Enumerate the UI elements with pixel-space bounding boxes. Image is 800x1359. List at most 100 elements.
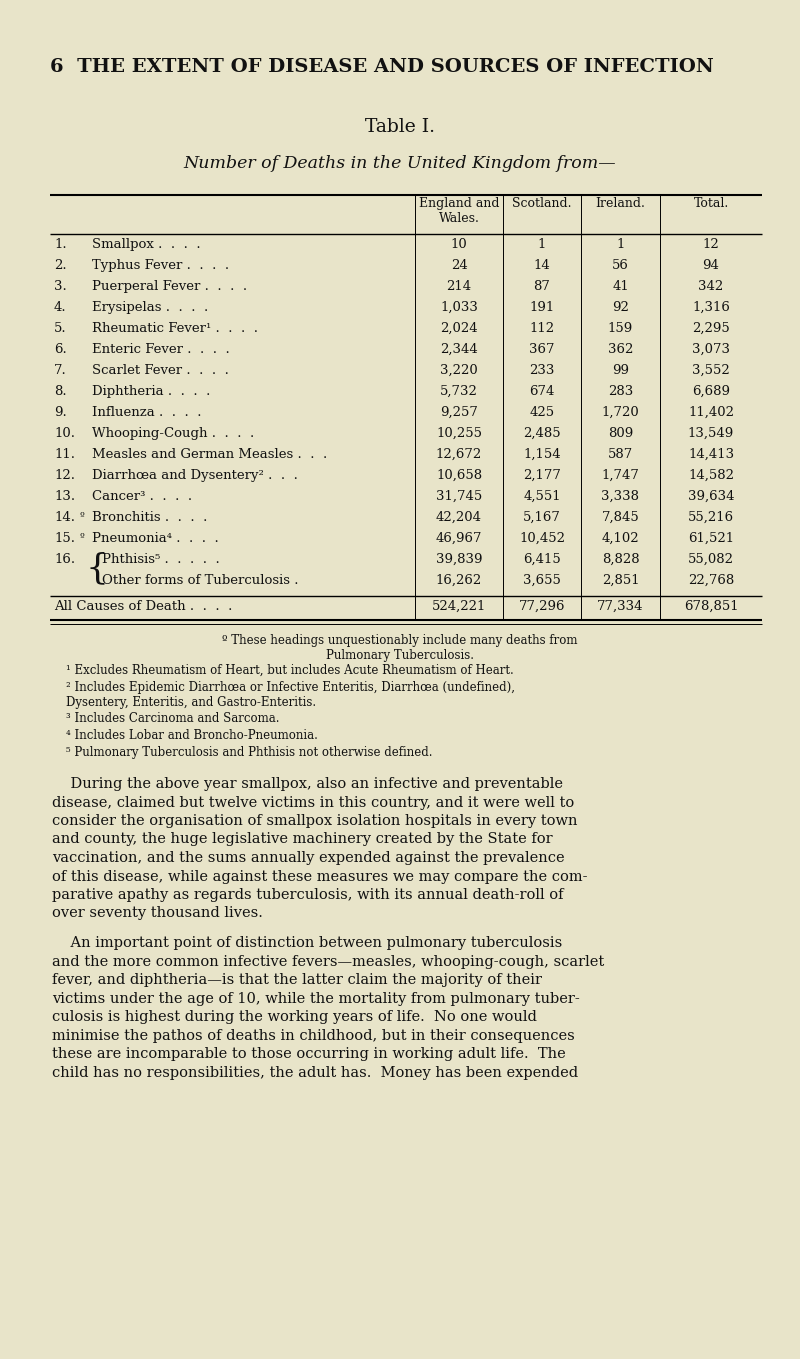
Text: 425: 425 xyxy=(530,406,554,419)
Text: 11.: 11. xyxy=(54,448,75,461)
Text: 3,338: 3,338 xyxy=(602,491,639,503)
Text: 1.: 1. xyxy=(54,238,66,251)
Text: 5,167: 5,167 xyxy=(523,511,561,525)
Text: Scarlet Fever .  .  .  .: Scarlet Fever . . . . xyxy=(92,364,229,376)
Text: º: º xyxy=(80,531,85,541)
Text: 2,024: 2,024 xyxy=(440,322,478,336)
Text: Bronchitis .  .  .  .: Bronchitis . . . . xyxy=(92,511,207,525)
Text: 112: 112 xyxy=(530,322,554,336)
Text: Ireland.: Ireland. xyxy=(595,197,646,211)
Text: 31,745: 31,745 xyxy=(436,491,482,503)
Text: 9.: 9. xyxy=(54,406,66,419)
Text: 3,655: 3,655 xyxy=(523,573,561,587)
Text: 1: 1 xyxy=(616,238,625,251)
Text: 524,221: 524,221 xyxy=(432,601,486,613)
Text: Measles and German Measles .  .  .: Measles and German Measles . . . xyxy=(92,448,327,461)
Text: Cancer³ .  .  .  .: Cancer³ . . . . xyxy=(92,491,192,503)
Text: 12.: 12. xyxy=(54,469,75,482)
Text: 3,552: 3,552 xyxy=(692,364,730,376)
Text: 7.: 7. xyxy=(54,364,66,376)
Text: victims under the age of 10, while the mortality from pulmonary tuber-: victims under the age of 10, while the m… xyxy=(52,992,580,1006)
Text: 2,295: 2,295 xyxy=(692,322,730,336)
Text: ⁵ Pulmonary Tuberculosis and Phthisis not otherwise defined.: ⁵ Pulmonary Tuberculosis and Phthisis no… xyxy=(66,746,433,758)
Text: 39,634: 39,634 xyxy=(688,491,734,503)
Text: Influenza .  .  .  .: Influenza . . . . xyxy=(92,406,202,419)
Text: 22,768: 22,768 xyxy=(688,573,734,587)
Text: 10.: 10. xyxy=(54,427,75,440)
Text: 2,851: 2,851 xyxy=(602,573,639,587)
Text: these are incomparable to those occurring in working adult life.  The: these are incomparable to those occurrin… xyxy=(52,1046,566,1061)
Text: 362: 362 xyxy=(608,342,633,356)
Text: 678,851: 678,851 xyxy=(684,601,738,613)
Text: 14,413: 14,413 xyxy=(688,448,734,461)
Text: 3,073: 3,073 xyxy=(692,342,730,356)
Text: 809: 809 xyxy=(608,427,633,440)
Text: {: { xyxy=(86,550,109,584)
Text: 6,415: 6,415 xyxy=(523,553,561,565)
Text: 4.: 4. xyxy=(54,300,66,314)
Text: 2,177: 2,177 xyxy=(523,469,561,482)
Text: 46,967: 46,967 xyxy=(436,531,482,545)
Text: Typhus Fever .  .  .  .: Typhus Fever . . . . xyxy=(92,260,229,272)
Text: 5.: 5. xyxy=(54,322,66,336)
Text: 6,689: 6,689 xyxy=(692,385,730,398)
Text: 6  THE EXTENT OF DISEASE AND SOURCES OF INFECTION: 6 THE EXTENT OF DISEASE AND SOURCES OF I… xyxy=(50,58,714,76)
Text: 12: 12 xyxy=(702,238,719,251)
Text: 283: 283 xyxy=(608,385,633,398)
Text: Diphtheria .  .  .  .: Diphtheria . . . . xyxy=(92,385,210,398)
Text: parative apathy as regards tuberculosis, with its annual death-roll of: parative apathy as regards tuberculosis,… xyxy=(52,887,563,902)
Text: 1,720: 1,720 xyxy=(602,406,639,419)
Text: All Causes of Death .  .  .  .: All Causes of Death . . . . xyxy=(54,601,232,613)
Text: 10,452: 10,452 xyxy=(519,531,565,545)
Text: Number of Deaths in the United Kingdom from—: Number of Deaths in the United Kingdom f… xyxy=(184,155,616,173)
Text: 55,082: 55,082 xyxy=(688,553,734,565)
Text: 2,485: 2,485 xyxy=(523,427,561,440)
Text: 367: 367 xyxy=(530,342,554,356)
Text: 41: 41 xyxy=(612,280,629,294)
Text: vaccination, and the sums annually expended against the prevalence: vaccination, and the sums annually expen… xyxy=(52,851,565,864)
Text: 13,549: 13,549 xyxy=(688,427,734,440)
Text: 10,658: 10,658 xyxy=(436,469,482,482)
Text: 159: 159 xyxy=(608,322,633,336)
Text: 214: 214 xyxy=(446,280,471,294)
Text: 87: 87 xyxy=(534,280,550,294)
Text: 191: 191 xyxy=(530,300,554,314)
Text: Smallpox .  .  .  .: Smallpox . . . . xyxy=(92,238,201,251)
Text: ¹ Excludes Rheumatism of Heart, but includes Acute Rheumatism of Heart.: ¹ Excludes Rheumatism of Heart, but incl… xyxy=(66,665,514,677)
Text: º These headings unquestionably include many deaths from
Pulmonary Tuberculosis.: º These headings unquestionably include … xyxy=(222,635,578,662)
Text: An important point of distinction between pulmonary tuberculosis: An important point of distinction betwee… xyxy=(52,936,562,950)
Text: and county, the huge legislative machinery created by the State for: and county, the huge legislative machine… xyxy=(52,833,553,847)
Text: 15.: 15. xyxy=(54,531,75,545)
Text: 342: 342 xyxy=(698,280,724,294)
Text: During the above year smallpox, also an infective and preventable: During the above year smallpox, also an … xyxy=(52,777,563,791)
Text: and the more common infective fevers—measles, whooping-cough, scarlet: and the more common infective fevers—mea… xyxy=(52,954,604,969)
Text: 6.: 6. xyxy=(54,342,66,356)
Text: 92: 92 xyxy=(612,300,629,314)
Text: 8.: 8. xyxy=(54,385,66,398)
Text: 3.: 3. xyxy=(54,280,66,294)
Text: 14,582: 14,582 xyxy=(688,469,734,482)
Text: 77,296: 77,296 xyxy=(518,601,566,613)
Text: 61,521: 61,521 xyxy=(688,531,734,545)
Text: 4,551: 4,551 xyxy=(523,491,561,503)
Text: Puerperal Fever .  .  .  .: Puerperal Fever . . . . xyxy=(92,280,247,294)
Text: England and
Wales.: England and Wales. xyxy=(418,197,499,226)
Text: 14: 14 xyxy=(534,260,550,272)
Text: 77,334: 77,334 xyxy=(598,601,644,613)
Text: 4,102: 4,102 xyxy=(602,531,639,545)
Text: 9,257: 9,257 xyxy=(440,406,478,419)
Text: 2,344: 2,344 xyxy=(440,342,478,356)
Text: Pneumonia⁴ .  .  .  .: Pneumonia⁴ . . . . xyxy=(92,531,218,545)
Text: Erysipelas .  .  .  .: Erysipelas . . . . xyxy=(92,300,208,314)
Text: 1,747: 1,747 xyxy=(602,469,639,482)
Text: ⁴ Includes Lobar and Broncho-Pneumonia.: ⁴ Includes Lobar and Broncho-Pneumonia. xyxy=(66,728,318,742)
Text: of this disease, while against these measures we may compare the com-: of this disease, while against these mea… xyxy=(52,870,587,883)
Text: 16.: 16. xyxy=(54,553,75,565)
Text: 99: 99 xyxy=(612,364,629,376)
Text: º: º xyxy=(80,511,85,520)
Text: 42,204: 42,204 xyxy=(436,511,482,525)
Text: 8,828: 8,828 xyxy=(602,553,639,565)
Text: Table I.: Table I. xyxy=(365,118,435,136)
Text: consider the organisation of smallpox isolation hospitals in every town: consider the organisation of smallpox is… xyxy=(52,814,578,828)
Text: 39,839: 39,839 xyxy=(436,553,482,565)
